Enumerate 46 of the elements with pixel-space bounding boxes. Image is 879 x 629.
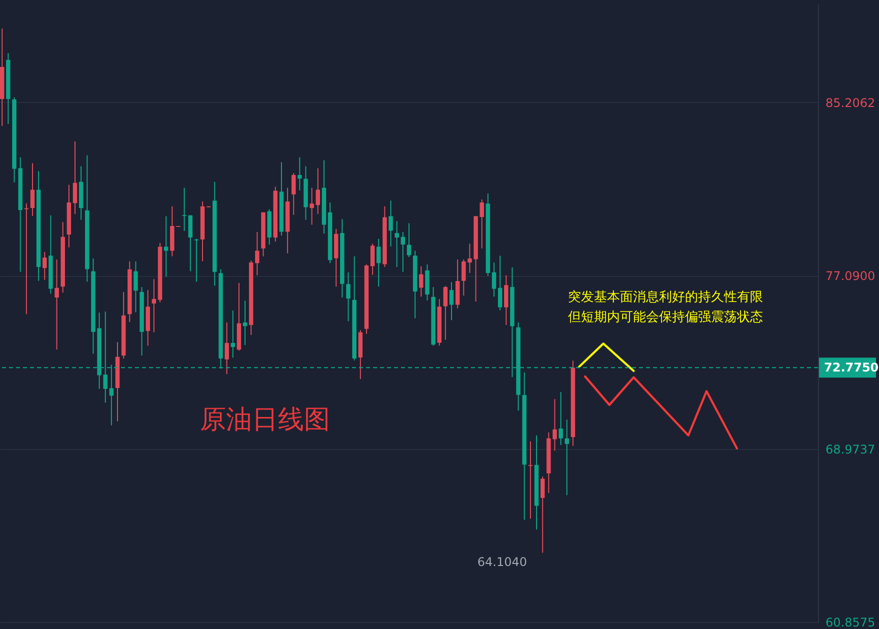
candlestick	[370, 243, 375, 276]
line-series	[584, 375, 738, 450]
annotation: 突发基本面消息利好的持久性有限	[568, 290, 763, 305]
candlestick	[316, 168, 320, 215]
candlestick	[291, 172, 296, 216]
candlestick	[376, 238, 381, 288]
candlestick	[152, 278, 156, 333]
annotation: 但短期内可能会保持偏强震荡状态	[568, 310, 763, 325]
candlestick	[230, 310, 236, 358]
candlestick	[449, 282, 454, 321]
candlestick	[406, 222, 412, 258]
candlestick	[455, 259, 460, 309]
candlestick	[564, 419, 570, 496]
candlestick	[194, 238, 199, 282]
candlestick	[310, 187, 314, 226]
candlestick	[443, 285, 448, 340]
candlestick	[346, 272, 350, 322]
candlestick	[504, 274, 508, 326]
candlestick	[164, 216, 168, 278]
candlestick	[42, 252, 47, 280]
y-tick-label: 60.8575	[826, 616, 876, 629]
candlestick	[224, 322, 229, 375]
y-tick-label: 77.0900	[826, 269, 876, 284]
candlestick	[419, 266, 424, 298]
candlestick	[182, 187, 186, 232]
candlestick	[134, 260, 138, 313]
candlestick	[492, 262, 496, 298]
candlestick	[72, 140, 78, 215]
candlestick	[394, 220, 399, 268]
candlestick	[388, 200, 393, 247]
candlestick	[400, 231, 406, 272]
candlestick	[242, 300, 248, 346]
candlestick	[540, 476, 545, 554]
candlestick	[498, 255, 502, 311]
candlestick	[558, 392, 563, 446]
candlestick	[54, 259, 59, 350]
ref-line-label: 72.7750	[824, 360, 879, 375]
annotation: 64.1040	[477, 555, 527, 569]
candlestick	[298, 156, 302, 191]
y-tick-label: 85.2062	[826, 96, 876, 110]
candlestick	[188, 214, 193, 272]
candlestick	[528, 440, 533, 520]
candlestick	[255, 231, 260, 276]
candlestick	[30, 162, 35, 216]
y-tick-label: 68.9737	[826, 442, 876, 456]
text: 原油日线图	[200, 405, 330, 435]
